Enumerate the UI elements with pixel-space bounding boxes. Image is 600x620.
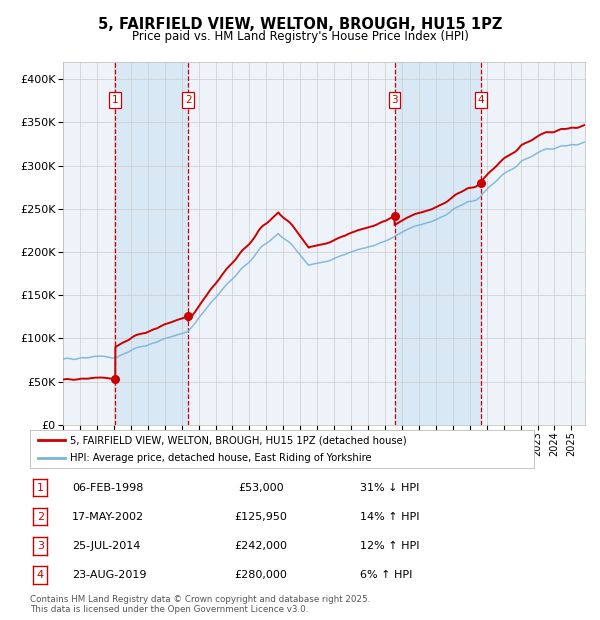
- Text: 3: 3: [37, 541, 44, 551]
- Text: 14% ↑ HPI: 14% ↑ HPI: [360, 512, 419, 522]
- Text: 25-JUL-2014: 25-JUL-2014: [72, 541, 140, 551]
- Bar: [115, 62, 188, 425]
- Text: £125,950: £125,950: [235, 512, 287, 522]
- Text: 6% ↑ HPI: 6% ↑ HPI: [360, 570, 412, 580]
- Text: 23-AUG-2019: 23-AUG-2019: [72, 570, 146, 580]
- Text: 31% ↓ HPI: 31% ↓ HPI: [360, 482, 419, 493]
- Text: 4: 4: [477, 95, 484, 105]
- Text: 5, FAIRFIELD VIEW, WELTON, BROUGH, HU15 1PZ (detached house): 5, FAIRFIELD VIEW, WELTON, BROUGH, HU15 …: [70, 435, 407, 445]
- Text: 17-MAY-2002: 17-MAY-2002: [72, 512, 144, 522]
- Text: Contains HM Land Registry data © Crown copyright and database right 2025.
This d: Contains HM Land Registry data © Crown c…: [30, 595, 370, 614]
- Text: 1: 1: [112, 95, 119, 105]
- Text: £280,000: £280,000: [235, 570, 287, 580]
- Text: Price paid vs. HM Land Registry's House Price Index (HPI): Price paid vs. HM Land Registry's House …: [131, 30, 469, 43]
- Text: 5, FAIRFIELD VIEW, WELTON, BROUGH, HU15 1PZ: 5, FAIRFIELD VIEW, WELTON, BROUGH, HU15 …: [98, 17, 502, 32]
- Text: £53,000: £53,000: [238, 482, 284, 493]
- Text: HPI: Average price, detached house, East Riding of Yorkshire: HPI: Average price, detached house, East…: [70, 453, 372, 463]
- Text: £242,000: £242,000: [235, 541, 287, 551]
- Text: 2: 2: [185, 95, 191, 105]
- Text: 3: 3: [391, 95, 398, 105]
- Text: 12% ↑ HPI: 12% ↑ HPI: [360, 541, 419, 551]
- Text: 4: 4: [37, 570, 44, 580]
- Text: 1: 1: [37, 482, 44, 493]
- Text: 2: 2: [37, 512, 44, 522]
- Text: 06-FEB-1998: 06-FEB-1998: [72, 482, 143, 493]
- Bar: [395, 62, 481, 425]
